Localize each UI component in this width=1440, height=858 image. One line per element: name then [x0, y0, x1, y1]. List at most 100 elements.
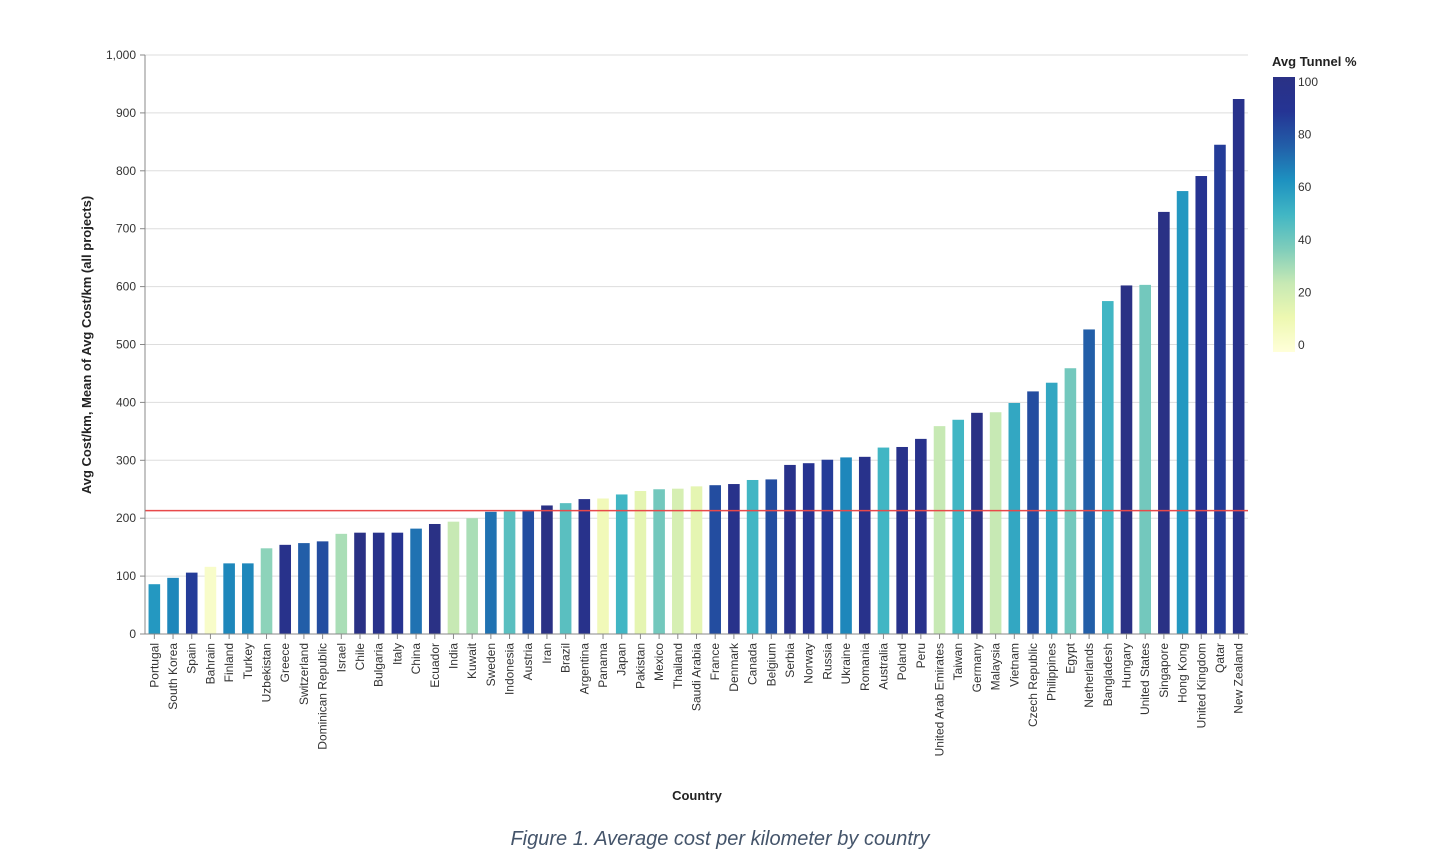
- color-legend: Avg Tunnel % 100 80 60 40 20 0: [1272, 54, 1357, 352]
- legend-tick-label: 20: [1298, 285, 1312, 299]
- y-tick-label: 400: [116, 395, 136, 409]
- x-tick-label: Singapore: [1157, 643, 1171, 698]
- bar: [298, 543, 310, 634]
- bars: [148, 99, 1245, 635]
- bar: [485, 511, 497, 634]
- x-tick-label: Australia: [876, 643, 890, 690]
- x-tick-label: Brazil: [559, 643, 573, 673]
- bar: [858, 456, 871, 634]
- x-tick-label: Bangladesh: [1101, 643, 1115, 706]
- x-tick-label: Panama: [596, 643, 610, 688]
- y-tick-label: 900: [116, 106, 136, 120]
- bar: [840, 457, 852, 634]
- x-tick-label: Pakistan: [633, 643, 647, 689]
- bar: [896, 446, 908, 634]
- bar: [391, 532, 404, 634]
- x-tick-label: Germany: [970, 643, 984, 692]
- x-tick-label: Turkey: [241, 643, 255, 679]
- x-tick-label: Peru: [914, 643, 928, 668]
- legend-gradient-bar: [1273, 77, 1295, 352]
- x-tick-label: Japan: [615, 643, 629, 676]
- bar: [634, 490, 647, 634]
- x-tick-label: Vietnam: [1007, 643, 1021, 687]
- y-tick-label: 300: [116, 453, 136, 467]
- x-tick-label: Italy: [390, 643, 404, 665]
- x-tick-label: Qatar: [1213, 643, 1227, 673]
- x-tick-label: Norway: [802, 643, 816, 684]
- bar: [597, 498, 609, 634]
- bar: [877, 447, 890, 634]
- x-tick-label: Iran: [540, 643, 554, 664]
- bar: [242, 563, 254, 634]
- x-tick-label: Dominican Republic: [316, 643, 330, 750]
- y-tick-label: 800: [116, 164, 136, 178]
- bar: [1195, 176, 1208, 635]
- x-tick-label: New Zealand: [1232, 643, 1246, 714]
- x-tick-label: Thailand: [671, 643, 685, 689]
- legend-tick-label: 60: [1298, 180, 1312, 194]
- bar: [279, 544, 292, 634]
- x-tick-label: Finland: [222, 643, 236, 682]
- x-tick-label: Bulgaria: [372, 643, 386, 687]
- x-tick-label: Sweden: [484, 643, 498, 686]
- y-tick-label: 0: [129, 627, 136, 641]
- x-tick-label: Belgium: [764, 643, 778, 686]
- axes: [144, 55, 1248, 635]
- legend-tick-label: 40: [1298, 233, 1312, 247]
- x-tick-label: Netherlands: [1082, 643, 1096, 708]
- bar: [1083, 329, 1095, 634]
- bar: [989, 412, 1002, 634]
- bar: [653, 489, 665, 634]
- bar: [223, 563, 235, 634]
- x-tick-label: Serbia: [783, 643, 797, 678]
- x-tick-label: Ukraine: [839, 643, 853, 685]
- x-tick-label: Taiwan: [951, 643, 965, 680]
- x-axis-title: Country: [672, 788, 723, 803]
- bar: [1214, 144, 1226, 634]
- x-tick-label: Spain: [185, 643, 199, 674]
- bar: [1139, 284, 1151, 634]
- bar: [447, 521, 460, 634]
- bar: [915, 438, 927, 634]
- legend-tick-label: 100: [1298, 75, 1318, 89]
- x-tick-label: Saudi Arabia: [690, 643, 704, 711]
- x-tick-label: Ecuador: [428, 643, 442, 688]
- bar: [372, 532, 385, 634]
- bar: [1120, 285, 1133, 634]
- bar: [466, 518, 478, 634]
- bar: [765, 479, 778, 634]
- x-tick-label: Philippines: [1045, 643, 1059, 701]
- x-tick-label: Switzerland: [297, 643, 311, 705]
- y-tick-label: 100: [116, 569, 136, 583]
- bar: [354, 532, 366, 634]
- bar: [1064, 368, 1077, 634]
- y-axis-title: Avg Cost/km, Mean of Avg Cost/km (all pr…: [79, 196, 94, 494]
- bar: [933, 426, 946, 634]
- bar: [690, 486, 703, 634]
- x-tick-label: Kuwait: [465, 642, 479, 679]
- bar: [709, 485, 721, 634]
- bar: [728, 484, 740, 634]
- y-tick-labels: 0 100 200 300 400 500 600 700 800 900 1,000: [106, 48, 136, 641]
- x-tick-label: Russia: [820, 643, 834, 680]
- x-tick-label: United Arab Emirates: [933, 643, 947, 756]
- x-tick-label: Romania: [858, 643, 872, 691]
- x-tick-label: Canada: [746, 643, 760, 685]
- x-tick-label: China: [409, 643, 423, 675]
- x-tick-label: Argentina: [577, 643, 591, 695]
- y-tick-label: 1,000: [106, 48, 136, 62]
- x-tick-label: Egypt: [1063, 642, 1077, 673]
- bar: [410, 528, 422, 634]
- bar: [316, 541, 329, 634]
- bar: [541, 505, 553, 634]
- bar: [672, 488, 684, 634]
- bar: [335, 533, 348, 634]
- x-tick-label: Uzbekistan: [260, 643, 274, 702]
- x-tick-label: South Korea: [166, 643, 180, 710]
- x-tick-label: Austria: [521, 643, 535, 681]
- bar: [559, 503, 572, 634]
- x-tick-label: Israel: [334, 643, 348, 672]
- bar: [1101, 301, 1114, 634]
- bar: [784, 464, 796, 634]
- bar: [1176, 191, 1189, 634]
